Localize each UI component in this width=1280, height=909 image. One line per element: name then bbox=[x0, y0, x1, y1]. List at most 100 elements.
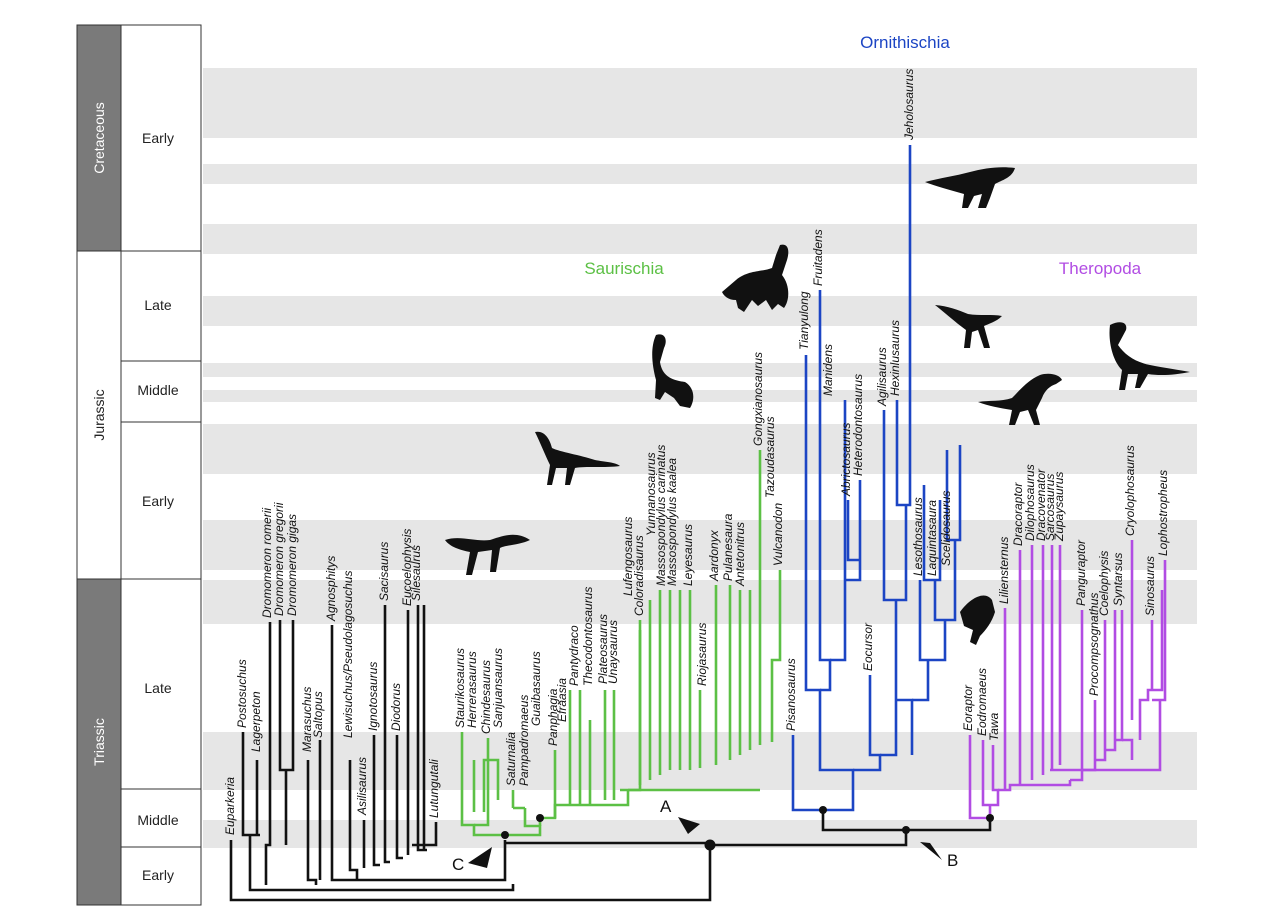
branch bbox=[412, 822, 438, 847]
branch bbox=[882, 145, 912, 602]
epoch-label: Late bbox=[144, 680, 171, 696]
node-dot bbox=[986, 814, 994, 822]
taxon-label: Herrerasaurus bbox=[465, 651, 479, 728]
branch bbox=[998, 608, 1072, 792]
taxon-label: Eucoelophysis bbox=[400, 529, 414, 606]
arrow-marker bbox=[920, 842, 942, 860]
taxon-label: Massospondylus carinatus bbox=[654, 445, 668, 586]
branch bbox=[348, 760, 359, 880]
clade-label-theropoda: Theropoda bbox=[1059, 259, 1142, 278]
taxon-label: Lophostropheus bbox=[1156, 470, 1170, 556]
epoch-box bbox=[120, 24, 202, 252]
node-dot bbox=[704, 839, 716, 851]
taxon-label: Tazoudasaurus bbox=[763, 416, 777, 498]
theropod-silhouette-icon bbox=[978, 373, 1062, 425]
band bbox=[203, 363, 1197, 377]
branch bbox=[968, 735, 990, 820]
marker-c: C bbox=[452, 855, 464, 874]
taxon-label: Saturnalia bbox=[504, 732, 518, 786]
coelophysoid-silhouette-icon bbox=[1109, 322, 1190, 390]
branch bbox=[330, 625, 507, 882]
taxon-label: Cryolophosaurus bbox=[1123, 445, 1137, 536]
taxon-label: Dromomeron gregorii bbox=[272, 502, 286, 616]
taxon-label: Dromomeron gigas bbox=[285, 514, 299, 616]
branch bbox=[474, 738, 490, 827]
branch bbox=[1122, 540, 1167, 760]
taxon-label: Syntarsus bbox=[1111, 553, 1125, 606]
branch bbox=[472, 758, 500, 812]
band bbox=[203, 296, 1197, 326]
ornithopod-silhouette-icon bbox=[925, 167, 1015, 208]
taxon-label: Eoraptor bbox=[961, 684, 975, 731]
taxon-label: Pampadromaeus bbox=[517, 695, 531, 786]
epoch-box bbox=[120, 846, 202, 906]
epoch-label: Late bbox=[144, 297, 171, 313]
nodes bbox=[501, 806, 994, 851]
branch bbox=[264, 622, 272, 885]
taxon-label: Pisanosaurus bbox=[784, 658, 798, 731]
taxon-label: Marasuchus bbox=[300, 687, 314, 752]
band bbox=[203, 164, 1197, 184]
branch bbox=[804, 355, 855, 812]
taxon-label: Antetonitrus bbox=[733, 522, 747, 587]
marker-a: A bbox=[660, 797, 672, 816]
taxon-label: Tianyulong bbox=[797, 291, 811, 350]
branch bbox=[229, 840, 712, 902]
eoraptor-silhouette-icon bbox=[960, 595, 995, 645]
period-label: Triassic bbox=[91, 718, 107, 766]
epoch-box bbox=[120, 421, 202, 580]
branch bbox=[511, 790, 525, 810]
taxon-label: Sinosaurus bbox=[1143, 556, 1157, 616]
arrow-marker bbox=[468, 847, 492, 868]
period-label: Cretaceous bbox=[91, 102, 107, 174]
epoch-box bbox=[120, 578, 202, 790]
taxon-label: Unaysaurus bbox=[606, 620, 620, 684]
branch bbox=[1103, 610, 1124, 752]
taxon-label: Pantydraco bbox=[567, 625, 581, 686]
period-triassic bbox=[76, 578, 122, 906]
taxon-label: Plateosaurus bbox=[596, 614, 610, 684]
branch bbox=[748, 450, 782, 750]
theropoda-tree bbox=[968, 540, 1167, 820]
taxon-label: Eodromaeus bbox=[975, 668, 989, 736]
node-dot bbox=[501, 831, 509, 839]
branch bbox=[568, 690, 592, 805]
arrow-marker bbox=[678, 817, 700, 834]
taxon-label: Panguraptor bbox=[1074, 539, 1088, 606]
taxon-label: Diodorus bbox=[389, 683, 403, 731]
node-dot bbox=[536, 814, 544, 822]
branch bbox=[1018, 545, 1062, 785]
branch bbox=[248, 835, 515, 892]
period-jurassic bbox=[76, 250, 122, 580]
taxon-label: Heterodontosaurus bbox=[851, 374, 865, 476]
taxon-label: Procompsognathus bbox=[1087, 593, 1101, 696]
taxon-label: Agnosphitys bbox=[324, 556, 338, 622]
prosauropod-silhouette-icon bbox=[652, 334, 694, 408]
clade-label-ornithischia: Ornithischia bbox=[860, 33, 950, 52]
branch bbox=[912, 445, 962, 702]
marker-b: B bbox=[947, 851, 958, 870]
epoch-label: Early bbox=[142, 867, 174, 883]
node-markers: A B C bbox=[452, 797, 958, 874]
taxon-label: Lagerpeton bbox=[249, 691, 263, 752]
taxon-label: Dilophosaurus bbox=[1023, 464, 1037, 541]
taxon-label: Tawa bbox=[987, 712, 1001, 741]
taxon-label: Gongxianosaurus bbox=[751, 352, 765, 446]
epoch-label: Middle bbox=[137, 812, 178, 828]
taxon-label: Sacisaurus bbox=[377, 542, 391, 601]
biped-silhouette-icon bbox=[535, 431, 620, 485]
taxon-label: Riojasaurus bbox=[695, 623, 709, 686]
taxon-label: Yunnanosaurus bbox=[644, 452, 658, 536]
period-label: Jurassic bbox=[91, 389, 107, 440]
branch bbox=[372, 735, 380, 867]
taxon-label: Dromomeron romerii bbox=[260, 508, 274, 618]
branch bbox=[416, 605, 427, 852]
taxon-label: Efraasia bbox=[555, 678, 569, 722]
branch bbox=[880, 600, 914, 757]
taxon-label: Abrictosaurus bbox=[839, 423, 853, 497]
taxon-label: Saltopus bbox=[311, 691, 325, 738]
branch bbox=[1050, 700, 1162, 772]
branch bbox=[395, 735, 403, 860]
taxon-label: Scelidosaurus bbox=[939, 491, 953, 566]
